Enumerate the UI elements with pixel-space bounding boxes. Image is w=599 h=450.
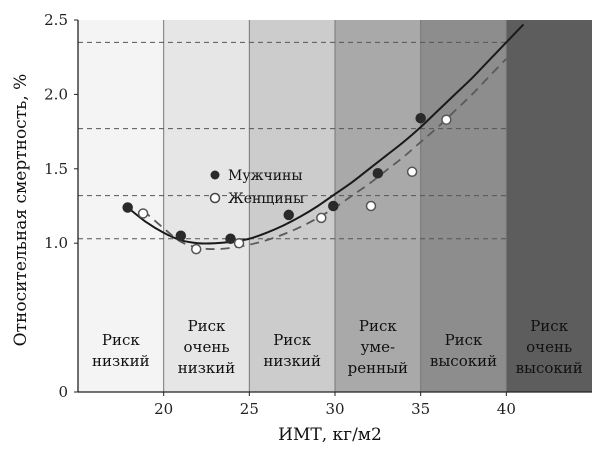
point-women <box>137 208 149 219</box>
point-women <box>233 237 245 249</box>
risk-zone-1 <box>163 20 250 392</box>
tick-labels: 20 25 30 35 40 0 1.0 1.5 2.0 2.5 <box>44 11 516 418</box>
point-men <box>175 230 187 242</box>
point-men <box>372 168 384 179</box>
zone-label: очень <box>184 338 230 356</box>
x-tick-label: 30 <box>325 400 344 418</box>
x-axis-label: ИМТ, кг/м2 <box>278 425 382 445</box>
fit-curves <box>127 23 525 251</box>
y-tick-label: 1.5 <box>44 160 68 178</box>
risk-zone-4 <box>420 20 507 392</box>
risk-zone-0 <box>78 20 164 392</box>
x-tick-label: 25 <box>240 400 259 418</box>
point-women <box>441 114 452 125</box>
zone-label: Риск <box>445 331 483 349</box>
y-tick-label: 2.5 <box>44 11 68 29</box>
zone-label: высокий <box>430 352 497 370</box>
zone-label: Риск <box>102 331 140 349</box>
y-tick-label: 1.0 <box>44 234 68 252</box>
zone-label: Риск <box>530 317 568 335</box>
zone-label: низкий <box>263 352 321 370</box>
zone-label: ренный <box>348 359 408 377</box>
legend-label-men: Мужчины <box>228 168 303 184</box>
risk-zone-3 <box>335 20 421 392</box>
y-tick-label: 2.0 <box>44 85 68 103</box>
zone-label: высокий <box>516 359 583 377</box>
point-men <box>415 112 426 124</box>
legend-marker-women <box>209 192 221 204</box>
zone-label: уме- <box>361 338 395 356</box>
point-men <box>122 202 133 213</box>
legend-marker-men <box>210 170 220 180</box>
risk-zone-2 <box>249 20 335 392</box>
risk-zones <box>78 20 592 392</box>
x-tick-label: 35 <box>411 400 430 418</box>
data-points <box>122 112 452 255</box>
x-tick-label: 20 <box>154 400 173 418</box>
y-tick-label: 0 <box>58 383 68 401</box>
fit-curve-women <box>142 58 507 251</box>
point-women <box>365 200 377 212</box>
zone-label: низкий <box>178 359 236 377</box>
zone-label: Риск <box>188 317 226 335</box>
y-axis-label: Относительная смертность, % <box>11 74 31 347</box>
point-women <box>316 212 327 224</box>
point-men <box>283 209 294 221</box>
zone-labels: Риск низкий Риск очень низкий Риск низкий Риск у… <box>92 317 583 377</box>
zone-label: Риск <box>359 317 397 335</box>
x-tick-label: 40 <box>497 400 516 418</box>
point-women <box>406 166 418 178</box>
zone-label: низкий <box>92 352 150 370</box>
point-men <box>225 233 236 244</box>
fit-curve-men <box>127 23 525 245</box>
legend-label-women: Женщины <box>228 191 304 207</box>
point-men <box>328 200 339 212</box>
risk-zone-5 <box>506 20 592 392</box>
point-women <box>190 243 202 255</box>
zone-label: очень <box>526 338 572 356</box>
zone-label: Риск <box>273 331 311 349</box>
legend: Мужчины Женщины <box>209 168 304 207</box>
